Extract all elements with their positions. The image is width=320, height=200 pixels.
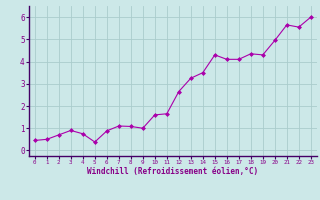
X-axis label: Windchill (Refroidissement éolien,°C): Windchill (Refroidissement éolien,°C)	[87, 167, 258, 176]
